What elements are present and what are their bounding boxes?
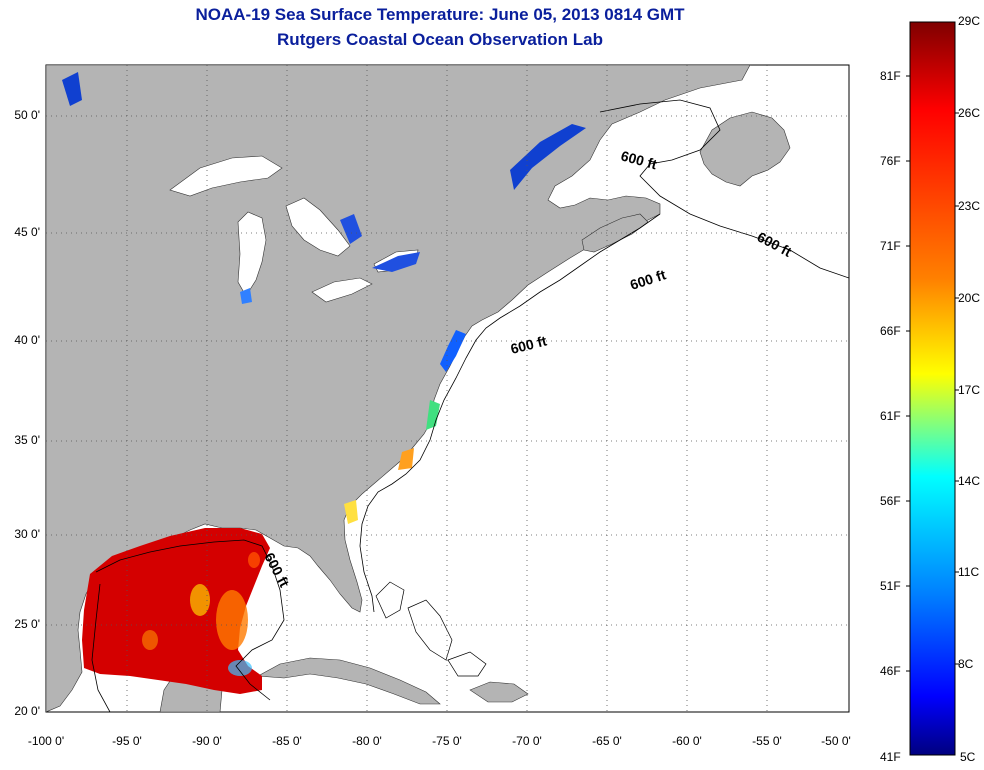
lon-label: -80 0' (352, 734, 382, 748)
colorbar-fahrenheit-label: 61F (880, 409, 901, 423)
isobath-600ft (91, 99, 849, 712)
colorbar-fahrenheit-label: 41F (880, 750, 901, 764)
lon-label: -65 0' (592, 734, 622, 748)
colorbar-celsius-label: 29C (958, 14, 981, 28)
lon-label: -60 0' (672, 734, 702, 748)
lat-label: 35 0' (14, 433, 40, 447)
lon-label: -95 0' (112, 734, 142, 748)
land-cuba (256, 657, 441, 705)
colorbar-celsius-label: 11C (958, 565, 980, 579)
lat-label: 40 0' (14, 333, 40, 347)
colorbar-fahrenheit-label: 51F (880, 579, 901, 593)
lat-label: 30 0' (14, 527, 40, 541)
colorbar-fahrenheit-label: 56F (880, 494, 901, 508)
lat-label: 25 0' (14, 617, 40, 631)
lon-label: -90 0' (192, 734, 222, 748)
lon-label: -55 0' (752, 734, 782, 748)
map-title: NOAA-19 Sea Surface Temperature: June 05… (195, 5, 685, 24)
colorbar-celsius-label: 14C (958, 474, 981, 488)
lon-label: -50 0' (821, 734, 851, 748)
colorbar-fahrenheit-label: 46F (880, 664, 901, 678)
lat-label: 20 0' (14, 704, 40, 718)
colorbar-celsius-label: 5C (960, 750, 976, 764)
colorbar-fahrenheit-label: 81F (880, 69, 901, 83)
colorbar (909, 21, 956, 756)
sst-gulf-of-mexico (82, 528, 270, 694)
colorbar-fahrenheit-label: 66F (880, 324, 901, 338)
sst-gulf-warm-patches (142, 552, 260, 676)
colorbar-celsius-label: 23C (958, 199, 981, 213)
land-hispaniola (469, 681, 529, 703)
lat-label: 45 0' (14, 225, 40, 239)
lon-label: -100 0' (27, 734, 65, 748)
colorbar-fahrenheit-label: 76F (880, 154, 901, 168)
colorbar-celsius-label: 26C (958, 106, 981, 120)
lon-label: -75 0' (432, 734, 462, 748)
map-subtitle: Rutgers Coastal Ocean Observation Lab (277, 30, 603, 49)
land-newfoundland (699, 111, 791, 187)
colorbar-celsius-label: 8C (958, 657, 974, 671)
colorbar-celsius-label: 20C (958, 291, 981, 305)
bahamas-banks (375, 581, 487, 677)
colorbar-ticks (906, 75, 959, 672)
colorbar-fahrenheit-label: 71F (880, 239, 901, 253)
sst-coastal-streaks (62, 72, 586, 524)
lon-label: -70 0' (512, 734, 542, 748)
lat-label: 50 0' (14, 108, 40, 122)
lon-label: -85 0' (272, 734, 302, 748)
colorbar-celsius-label: 17C (958, 383, 981, 397)
